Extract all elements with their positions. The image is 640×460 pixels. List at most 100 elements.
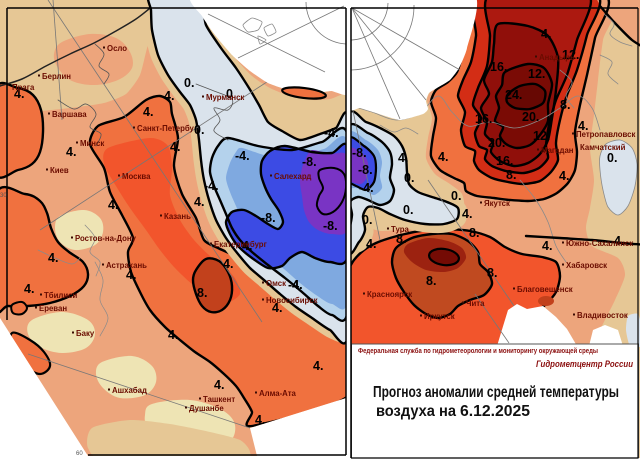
svg-text:0.: 0. [184, 76, 194, 90]
svg-text:Екатеринбург: Екатеринбург [214, 240, 268, 249]
svg-text:Новосибирск: Новосибирск [266, 296, 318, 305]
svg-text:4.: 4. [292, 278, 302, 292]
svg-text:Иркутск: Иркутск [424, 312, 455, 321]
svg-text:4.: 4. [541, 27, 551, 41]
svg-text:Киев: Киев [50, 166, 69, 175]
svg-text:4.: 4. [313, 359, 323, 373]
svg-text:-4.: -4. [288, 278, 303, 292]
svg-text:4.: 4. [366, 237, 376, 251]
svg-text:12.: 12. [528, 67, 545, 81]
svg-text:-8.: -8. [358, 163, 373, 177]
svg-text:4.: 4. [223, 257, 233, 271]
svg-text:4.: 4. [143, 105, 153, 119]
svg-text:4.: 4. [14, 87, 24, 101]
svg-text:8.: 8. [506, 168, 516, 182]
svg-text:Анадырь: Анадырь [539, 53, 575, 62]
svg-text:Мурманск: Мурманск [206, 93, 244, 102]
svg-text:-4.: -4. [235, 149, 250, 163]
svg-text:0.: 0. [607, 151, 617, 165]
svg-text:8.: 8. [469, 226, 479, 240]
svg-text:Прогноз аномалии средней темпе: Прогноз аномалии средней температуры [373, 384, 619, 401]
svg-text:4.: 4. [614, 234, 624, 248]
svg-text:4.: 4. [272, 301, 282, 315]
svg-text:4.: 4. [66, 145, 76, 159]
svg-text:4.: 4. [214, 378, 224, 392]
svg-text:4.: 4. [438, 150, 448, 164]
svg-text:4.: 4. [164, 89, 174, 103]
svg-text:8.: 8. [426, 274, 436, 288]
svg-text:-8.: -8. [302, 155, 317, 169]
svg-text:Владивосток: Владивосток [577, 311, 628, 320]
svg-text:24.: 24. [505, 88, 522, 102]
svg-text:16.: 16. [496, 154, 513, 168]
svg-text:Салехард: Салехард [274, 172, 311, 181]
svg-text:4.: 4. [559, 169, 569, 183]
svg-text:-8.: -8. [352, 146, 367, 160]
svg-text:-8.: -8. [261, 211, 276, 225]
svg-text:4.: 4. [542, 239, 552, 253]
svg-text:4.: 4. [170, 140, 180, 154]
svg-text:Петропавловск: Петропавловск [576, 130, 635, 139]
svg-text:-4.: -4. [204, 179, 219, 193]
svg-text:Тбилиси: Тбилиси [44, 291, 77, 300]
svg-text:Ашхабад: Ашхабад [112, 386, 147, 395]
svg-text:Магадан: Магадан [541, 146, 574, 155]
svg-text:12.: 12. [562, 48, 579, 62]
svg-text:4.: 4. [194, 195, 204, 209]
svg-text:4.: 4. [398, 151, 408, 165]
svg-text:Чита: Чита [466, 299, 485, 308]
svg-text:4.: 4. [242, 239, 252, 253]
svg-text:Астрахань: Астрахань [106, 261, 147, 270]
svg-text:Федеральная служба по гидромет: Федеральная служба по гидрометеорологии … [358, 347, 598, 355]
svg-text:Минск: Минск [80, 139, 104, 148]
svg-text:4.: 4. [48, 251, 58, 265]
svg-text:Осло: Осло [107, 44, 127, 53]
svg-text:Камчатский: Камчатский [580, 143, 626, 152]
svg-text:Берлин: Берлин [42, 72, 71, 81]
svg-text:Гидрометцентр России: Гидрометцентр России [536, 359, 633, 370]
svg-text:-8.: -8. [323, 219, 338, 233]
svg-text:Баку: Баку [76, 329, 95, 338]
svg-text:0.: 0. [451, 189, 461, 203]
svg-text:60: 60 [76, 451, 83, 457]
svg-text:0.: 0. [403, 203, 413, 217]
svg-text:4.: 4. [255, 413, 265, 427]
svg-text:4.: 4. [108, 198, 118, 212]
svg-text:8.: 8. [197, 286, 207, 300]
svg-text:Благовещенск: Благовещенск [517, 285, 573, 294]
svg-text:Южно-Сахалинск: Южно-Сахалинск [566, 239, 633, 248]
svg-text:Санкт-Петербу: Санкт-Петербу [137, 124, 195, 133]
svg-text:30: 30 [0, 193, 7, 199]
svg-text:16.: 16. [475, 112, 492, 126]
svg-text:20.: 20. [522, 110, 539, 124]
svg-text:Омск: Омск [266, 279, 286, 288]
svg-text:Красноярск: Красноярск [367, 290, 412, 299]
svg-text:4.: 4. [24, 282, 34, 296]
svg-text:16.: 16. [490, 60, 507, 74]
svg-text:0: 0 [226, 87, 233, 101]
svg-text:Ташкент: Ташкент [203, 395, 235, 404]
svg-text:Ростов-на-Дону: Ростов-на-Дону [75, 234, 137, 243]
svg-text:Якутск: Якутск [484, 199, 510, 208]
svg-text:воздуха на: воздуха на [376, 403, 456, 420]
svg-text:6.12.2025: 6.12.2025 [460, 403, 530, 420]
svg-text:Ереван: Ереван [39, 304, 67, 313]
svg-text:4.: 4. [578, 119, 588, 133]
svg-text:-4.: -4. [359, 181, 374, 195]
svg-text:4.: 4. [168, 328, 178, 342]
svg-text:20.: 20. [488, 136, 505, 150]
svg-text:Душанбе: Душанбе [189, 404, 224, 413]
svg-text:8.: 8. [487, 266, 497, 280]
svg-text:0.: 0. [194, 123, 204, 137]
svg-text:4.: 4. [462, 207, 472, 221]
svg-text:4.: 4. [126, 268, 136, 282]
svg-text:8.: 8. [560, 98, 570, 112]
svg-text:Тура: Тура [391, 225, 409, 234]
svg-text:Казань: Казань [164, 212, 191, 221]
svg-text:Варшава: Варшава [52, 110, 87, 119]
svg-text:Прага: Прага [12, 83, 35, 92]
svg-text:8.: 8. [396, 232, 406, 246]
svg-text:Москва: Москва [122, 172, 151, 181]
svg-text:Хабаровск: Хабаровск [566, 261, 607, 270]
svg-text:0.: 0. [362, 213, 372, 227]
